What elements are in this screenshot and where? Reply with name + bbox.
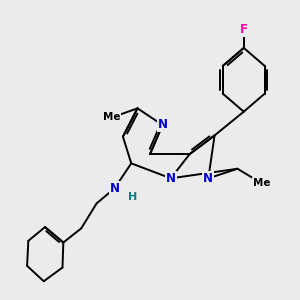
Text: N: N: [203, 172, 213, 185]
Text: Me: Me: [103, 112, 120, 122]
Text: F: F: [240, 23, 248, 36]
Text: Me: Me: [253, 178, 270, 188]
Text: N: N: [166, 172, 176, 185]
Text: N: N: [158, 118, 167, 131]
Text: H: H: [128, 192, 137, 202]
Text: N: N: [110, 182, 120, 195]
